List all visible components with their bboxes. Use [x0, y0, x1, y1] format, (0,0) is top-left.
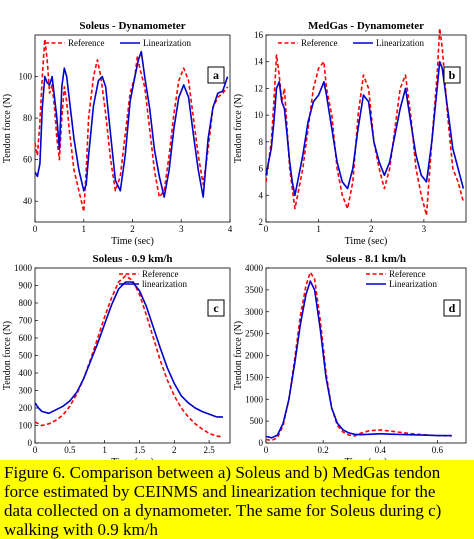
plot-frame	[34, 267, 231, 444]
y-tick-label: 16	[254, 30, 264, 40]
x-axis-label: Time (sec)	[345, 236, 388, 247]
x-tick-label: 0	[264, 224, 269, 234]
series-line-linearization	[34, 281, 224, 418]
legend-label: Reference	[389, 269, 425, 279]
x-axis-label: Time (sec)	[345, 457, 388, 460]
chart-title: Soleus - 8.1 km/h	[326, 253, 406, 265]
series-line-reference	[265, 271, 452, 442]
x-tick-label: 2	[172, 445, 177, 455]
y-tick-label: 8	[259, 137, 264, 147]
y-tick-label: 900	[19, 281, 33, 291]
x-tick-label: 0.5	[64, 445, 76, 455]
legend-label: Linearization	[389, 279, 437, 289]
series-line-reference	[34, 38, 229, 213]
chart-d: Soleus - 8.1 km/h 0 0.2 0.4 0.6 0 500 1000 1500 2…	[233, 253, 467, 460]
y-tick-label: 100	[19, 421, 33, 431]
y-axis-label: Tendon force (N)	[2, 321, 13, 390]
x-tick-label: 2	[369, 224, 374, 234]
legend-label: Reference	[142, 269, 178, 279]
y-tick-label: 1000	[14, 263, 33, 273]
x-tick-label: 0	[264, 445, 269, 455]
x-tick-label: 1.5	[134, 445, 146, 455]
x-tick-label: 0.2	[318, 445, 329, 455]
chart-a: Soleus - Dynamometer 0 1 2 3 4 40 60 80 100 Time (…	[2, 20, 233, 247]
x-tick-label: 2.5	[203, 445, 215, 455]
y-tick-label: 60	[23, 155, 33, 165]
plot-frame	[34, 34, 231, 223]
y-tick-label: 6	[259, 164, 264, 174]
y-tick-label: 3000	[245, 307, 264, 317]
panel-letter: a	[213, 68, 219, 82]
y-tick-label: 1000	[245, 394, 264, 404]
y-tick-label: 2	[259, 217, 264, 227]
series-line-linearization	[265, 60, 465, 197]
y-tick-label: 700	[19, 316, 33, 326]
y-tick-label: 40	[23, 196, 33, 206]
chart-title: MedGas - Dynamometer	[308, 20, 424, 32]
panel-letter-box	[443, 299, 461, 317]
y-tick-label: 0	[259, 438, 264, 448]
x-tick-label: 1	[82, 224, 87, 234]
series-line-linearization	[34, 50, 229, 198]
chart-c: Soleus - 0.9 km/h 0 0.5 1 1.5 2 2.5 0 100 200 300 4…	[2, 253, 231, 460]
x-tick-label: 1	[316, 224, 321, 234]
y-tick-label: 200	[19, 403, 33, 413]
y-tick-label: 2500	[245, 329, 264, 339]
panel-letter-box	[207, 299, 225, 317]
figure-caption: Figure 6. Comparison between a) Soleus a…	[0, 460, 474, 539]
y-tick-label: 14	[254, 57, 264, 67]
series-line-reference	[34, 275, 224, 438]
y-axis-label: Tendon force (N)	[2, 94, 13, 163]
chart-title: Soleus - Dynamometer	[79, 20, 185, 32]
y-tick-label: 600	[19, 333, 33, 343]
x-tick-label: 0.4	[375, 445, 387, 455]
legend-label: Reference	[301, 38, 337, 48]
x-tick-label: 0.6	[432, 445, 444, 455]
panel-letter: c	[213, 301, 219, 315]
x-tick-label: 0	[33, 224, 38, 234]
y-tick-label: 80	[23, 113, 33, 123]
legend-label: linearization	[142, 279, 187, 289]
y-tick-label: 4	[259, 190, 264, 200]
x-tick-label: 3	[179, 224, 184, 234]
panel-letter-box	[207, 66, 225, 84]
y-tick-label: 0	[28, 438, 33, 448]
panel-letter-box	[443, 66, 461, 84]
y-tick-label: 2000	[245, 351, 264, 361]
x-tick-label: 3	[422, 224, 427, 234]
y-tick-label: 500	[250, 416, 264, 426]
y-tick-label: 300	[19, 386, 33, 396]
caption-text: Figure 6. Comparison between a) Soleus a…	[4, 463, 442, 539]
x-tick-label: 1	[102, 445, 107, 455]
y-axis-label: Tendon force (N)	[233, 321, 244, 390]
x-tick-label: 0	[33, 445, 38, 455]
series-line-reference	[265, 27, 465, 217]
legend-label: Linearization	[143, 38, 191, 48]
legend-label: Reference	[68, 38, 104, 48]
y-tick-label: 500	[19, 351, 33, 361]
panel-letter: b	[449, 68, 456, 82]
x-tick-label: 2	[130, 224, 135, 234]
x-axis-label: Time (sec)	[111, 457, 154, 460]
y-tick-label: 4000	[245, 263, 264, 273]
y-tick-label: 3500	[245, 285, 264, 295]
y-tick-label: 12	[254, 83, 263, 93]
plot-frame	[265, 34, 467, 223]
series-line-linearization	[265, 280, 452, 439]
panel-letter: d	[449, 301, 456, 315]
y-tick-label: 1500	[245, 372, 264, 382]
y-tick-label: 800	[19, 298, 33, 308]
x-tick-label: 4	[228, 224, 233, 234]
x-axis-label: Time (sec)	[111, 236, 154, 247]
y-axis-label: Tendon force (N)	[233, 94, 244, 163]
legend-label: Linearization	[376, 38, 424, 48]
y-tick-label: 100	[19, 72, 33, 82]
y-tick-label: 400	[19, 368, 33, 378]
chart-title: Soleus - 0.9 km/h	[92, 253, 172, 265]
y-tick-label: 10	[254, 110, 264, 120]
